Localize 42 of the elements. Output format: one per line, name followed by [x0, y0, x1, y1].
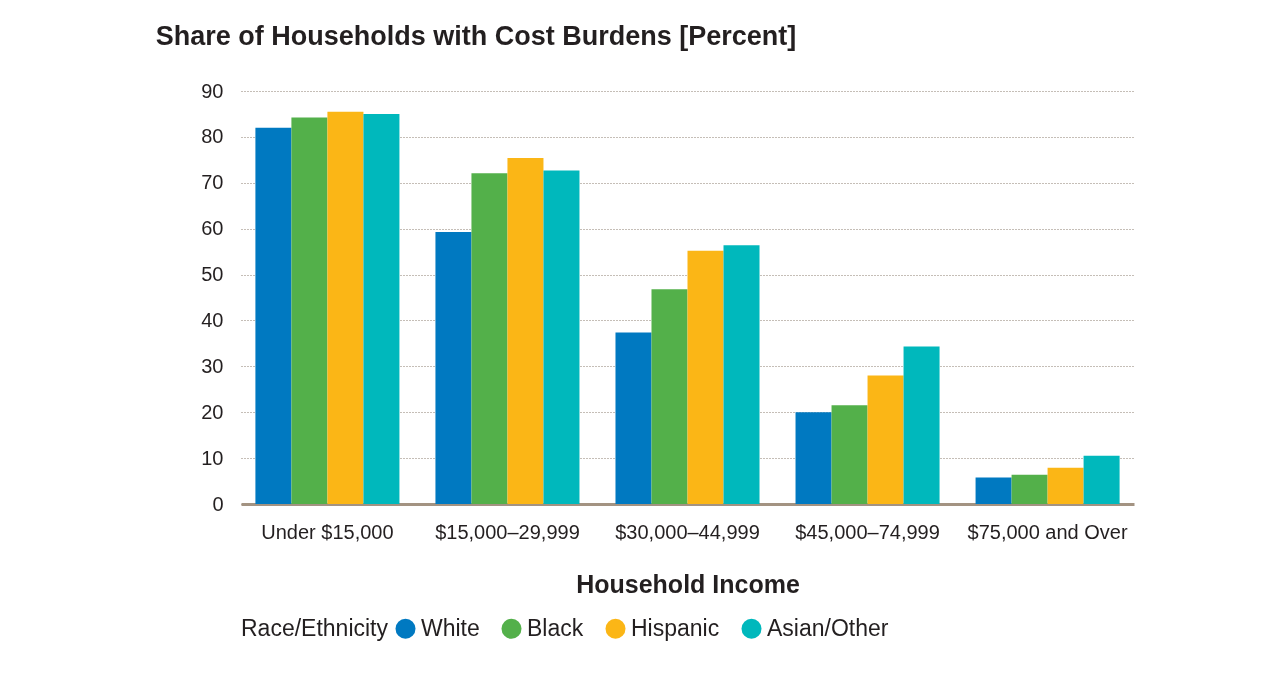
y-tick-label: 90	[201, 79, 224, 102]
y-tick-label: 60	[201, 217, 224, 240]
bar	[507, 158, 544, 504]
bar	[795, 412, 832, 504]
legend-label: Black	[527, 614, 584, 641]
y-tick-label: 70	[201, 171, 224, 194]
bar	[867, 375, 904, 504]
bar	[291, 117, 328, 504]
x-tick-label: $75,000 and Over	[967, 520, 1128, 543]
bar	[615, 332, 652, 504]
legend-label: Hispanic	[631, 614, 720, 641]
bar	[255, 127, 292, 504]
bar	[471, 173, 508, 504]
bar	[363, 113, 400, 504]
x-axis-title: Household Income	[576, 569, 800, 598]
x-tick-label: $30,000–44,999	[615, 520, 760, 543]
x-tick-label: $15,000–29,999	[435, 520, 580, 543]
bar	[543, 170, 580, 504]
bar	[687, 250, 724, 504]
bar	[723, 245, 760, 504]
bar	[651, 289, 688, 504]
y-tick-label: 40	[201, 308, 224, 331]
bar	[1011, 474, 1048, 504]
x-tick-label: Under $15,000	[261, 520, 394, 543]
legend-label: White	[421, 614, 480, 641]
chart-title: Share of Households with Cost Burdens [Percent]	[155, 21, 797, 51]
bar	[327, 111, 364, 504]
legend-title: Race/Ethnicity	[241, 615, 389, 641]
y-tick-label: 0	[212, 492, 224, 515]
legend-label: Asian/Other	[767, 614, 889, 641]
x-tick-label: $45,000–74,999	[795, 520, 940, 543]
y-tick-label: 50	[201, 263, 224, 286]
y-tick-label: 30	[201, 354, 224, 377]
bar	[975, 477, 1012, 504]
bar	[1047, 467, 1084, 504]
y-tick-label: 80	[201, 125, 224, 148]
bar	[435, 231, 472, 504]
bar	[903, 346, 940, 504]
y-tick-label: 10	[201, 446, 224, 469]
bar	[831, 405, 868, 504]
bar	[1083, 455, 1120, 504]
y-tick-label: 20	[201, 400, 224, 423]
